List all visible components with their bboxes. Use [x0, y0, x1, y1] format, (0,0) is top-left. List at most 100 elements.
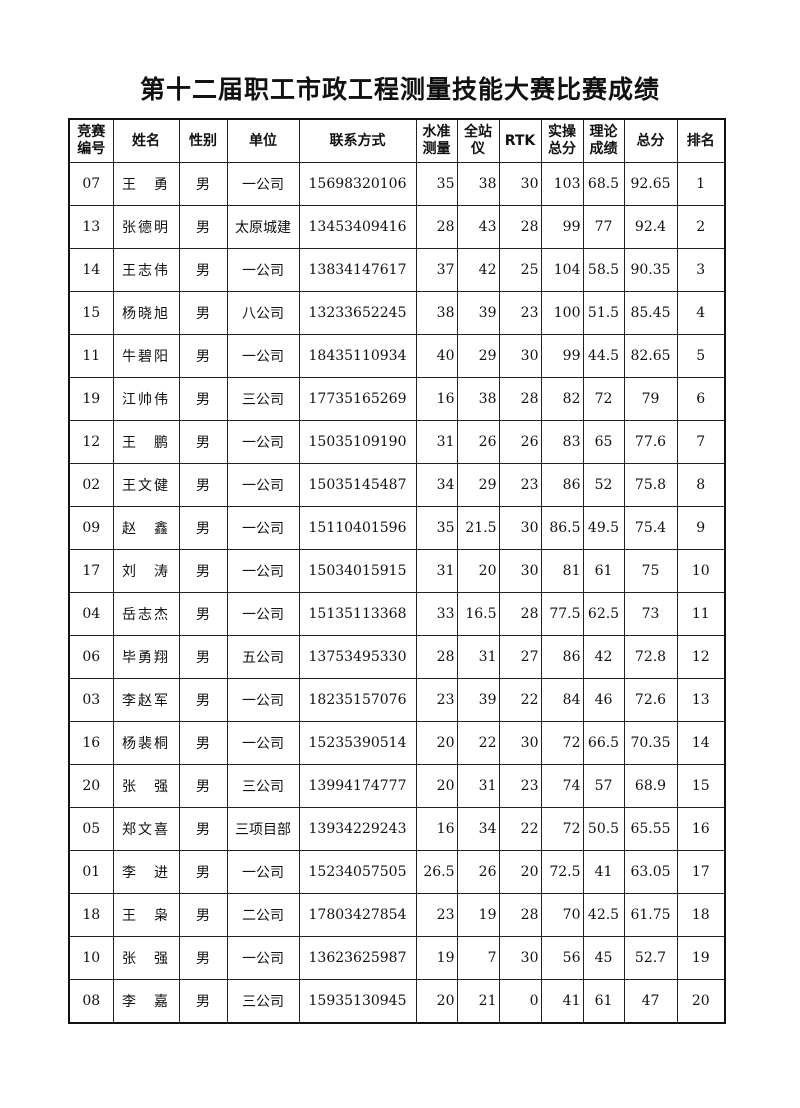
cell-theory-score: 42.5 [582, 893, 625, 937]
cell-gender: 男 [178, 162, 228, 206]
cell-contact: 15135113368 [298, 592, 417, 636]
cell-theory-score: 45 [582, 936, 625, 980]
column-header-practical-total: 实操 总分 [540, 118, 584, 163]
column-header-unit: 单位 [226, 118, 300, 163]
cell-competition-number: 09 [68, 506, 114, 550]
cell-contact: 15110401596 [298, 506, 417, 550]
cell-leveling-score: 31 [415, 549, 458, 593]
table-row: 01 李 进男一公司 15234057505 26.5 26 20 72.5 41 63.05 1… [68, 850, 726, 894]
cell-theory-score: 49.5 [582, 506, 625, 550]
cell-rtk-score: 27 [498, 635, 542, 679]
cell-total-score: 92.4 [623, 205, 678, 249]
cell-competition-number: 01 [68, 850, 114, 894]
cell-name: 岳志杰 [112, 592, 180, 636]
cell-contact: 13934229243 [298, 807, 417, 851]
cell-gender: 男 [178, 420, 228, 464]
cell-practical-total: 56 [540, 936, 584, 980]
cell-total-score: 63.05 [623, 850, 678, 894]
cell-competition-number: 15 [68, 291, 114, 335]
cell-theory-score: 46 [582, 678, 625, 722]
cell-competition-number: 16 [68, 721, 114, 765]
cell-rank: 18 [676, 893, 726, 937]
cell-unit: 一公司 [226, 850, 300, 894]
cell-gender: 男 [178, 893, 228, 937]
cell-competition-number: 17 [68, 549, 114, 593]
cell-rtk-score: 0 [498, 979, 542, 1024]
cell-practical-total: 74 [540, 764, 584, 808]
cell-competition-number: 06 [68, 635, 114, 679]
cell-rtk-score: 22 [498, 678, 542, 722]
column-header-rank: 排名 [676, 118, 726, 163]
cell-name: 赵 鑫 [112, 506, 180, 550]
cell-competition-number: 04 [68, 592, 114, 636]
column-header-gender: 性别 [178, 118, 228, 163]
cell-total-score: 65.55 [623, 807, 678, 851]
cell-competition-number: 02 [68, 463, 114, 507]
cell-name: 李赵军 [112, 678, 180, 722]
table-row: 18 王 枭男二公司 17803427854 23 19 28 70 42.5 61.75 18 [68, 893, 726, 937]
cell-gender: 男 [178, 635, 228, 679]
cell-total-station-score: 29 [456, 334, 500, 378]
table-row: 13 张德明男太原城建 13453409416 28 43 28 99 77 92.4 2 [68, 205, 726, 249]
cell-practical-total: 99 [540, 334, 584, 378]
cell-name: 牛碧阳 [112, 334, 180, 378]
cell-total-station-score: 38 [456, 377, 500, 421]
cell-total-station-score: 34 [456, 807, 500, 851]
cell-contact: 13623625987 [298, 936, 417, 980]
page-title: 第十二届职工市政工程测量技能大赛比赛成绩 [139, 75, 660, 104]
cell-unit: 三公司 [226, 377, 300, 421]
table-row: 09 赵 鑫男一公司 15110401596 35 21.5 30 86.5 49.5 75.4… [68, 506, 726, 550]
cell-rank: 8 [676, 463, 726, 507]
table-row: 05 郑文喜男三项目部 13934229243 16 34 22 72 50.5 65.55 16 [68, 807, 726, 851]
table-row: 10 张 强男一公司 13623625987 19 7 30 56 45 52.7 19 [68, 936, 726, 980]
cell-name: 张德明 [112, 205, 180, 249]
cell-rtk-score: 23 [498, 291, 542, 335]
cell-rtk-score: 30 [498, 721, 542, 765]
cell-competition-number: 20 [68, 764, 114, 808]
cell-rtk-score: 23 [498, 764, 542, 808]
cell-gender: 男 [178, 377, 228, 421]
cell-theory-score: 62.5 [582, 592, 625, 636]
cell-gender: 男 [178, 334, 228, 378]
cell-name: 张 强 [112, 764, 180, 808]
cell-unit: 一公司 [226, 506, 300, 550]
cell-total-score: 61.75 [623, 893, 678, 937]
cell-rank: 2 [676, 205, 726, 249]
cell-contact: 15235390514 [298, 721, 417, 765]
cell-gender: 男 [178, 506, 228, 550]
cell-contact: 13753495330 [298, 635, 417, 679]
column-header-rtk-score: RTK [498, 118, 542, 163]
table-row: 19 江帅伟男三公司 17735165269 16 38 28 82 72 79 6 [68, 377, 726, 421]
cell-gender: 男 [178, 291, 228, 335]
cell-practical-total: 86 [540, 635, 584, 679]
cell-practical-total: 84 [540, 678, 584, 722]
cell-unit: 三公司 [226, 764, 300, 808]
cell-name: 王文健 [112, 463, 180, 507]
cell-unit: 一公司 [226, 334, 300, 378]
cell-rank: 14 [676, 721, 726, 765]
cell-contact: 15935130945 [298, 979, 417, 1024]
cell-name: 王志伟 [112, 248, 180, 292]
column-header-total-station-score: 全站 仪 [456, 118, 500, 163]
cell-total-score: 72.6 [623, 678, 678, 722]
cell-theory-score: 65 [582, 420, 625, 464]
cell-total-score: 70.35 [623, 721, 678, 765]
column-header-competition-number: 竞赛 编号 [68, 118, 114, 163]
cell-total-score: 73 [623, 592, 678, 636]
cell-rank: 16 [676, 807, 726, 851]
cell-rtk-score: 28 [498, 592, 542, 636]
cell-theory-score: 72 [582, 377, 625, 421]
cell-rank: 17 [676, 850, 726, 894]
cell-total-score: 92.65 [623, 162, 678, 206]
column-header-leveling-score: 水准 测量 [415, 118, 458, 163]
cell-rtk-score: 30 [498, 162, 542, 206]
cell-name: 李 进 [112, 850, 180, 894]
results-table: 竞赛 编号 姓名 性别 单位 联系方式 水准 测量 全站 仪 RTK 实操 总分 理论 成绩 总分排… [68, 118, 726, 1024]
cell-total-score: 52.7 [623, 936, 678, 980]
cell-theory-score: 44.5 [582, 334, 625, 378]
cell-contact: 13233652245 [298, 291, 417, 335]
table-row: 07 王 勇男一公司 15698320106 35 38 30 103 68.5 92.65 1 [68, 162, 726, 206]
cell-total-station-score: 7 [456, 936, 500, 980]
table-row: 08 李 嘉男三公司 15935130945 20 21 0 41 61 47 20 [68, 979, 726, 1024]
cell-unit: 八公司 [226, 291, 300, 335]
